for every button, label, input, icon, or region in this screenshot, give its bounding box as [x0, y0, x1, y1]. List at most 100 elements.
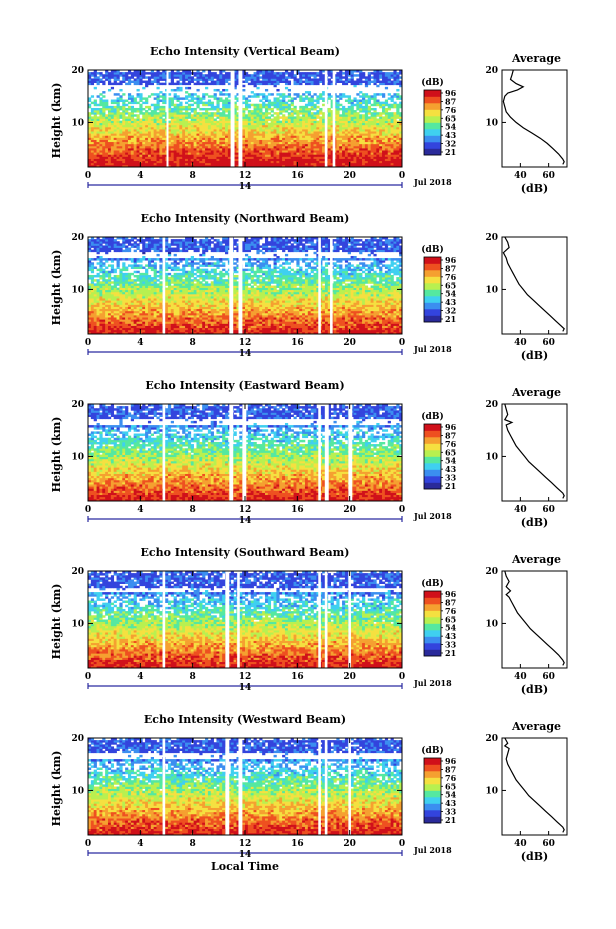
heatmap-cell: [299, 72, 303, 75]
heatmap-cell: [393, 82, 397, 86]
heatmap-cell: [110, 122, 115, 126]
heatmap-cell: [130, 154, 135, 157]
heatmap-cell: [213, 133, 217, 136]
heatmap-cell: [156, 143, 160, 147]
heatmap-cell: [150, 82, 154, 86]
heatmap-cell: [133, 154, 137, 157]
heatmap-cell: [93, 139, 97, 143]
heatmap-cell: [350, 323, 354, 326]
heatmap-cell: [270, 80, 274, 83]
heatmap-cell: [256, 93, 260, 96]
heatmap-cell: [113, 325, 117, 329]
heatmap-cell: [256, 156, 260, 159]
heatmap-cell: [193, 164, 197, 168]
heatmap-cell: [267, 80, 272, 83]
heatmap-cell: [322, 148, 326, 151]
heatmap-cell: [379, 101, 383, 105]
heatmap-cell: [353, 152, 357, 155]
heatmap-cell: [293, 133, 297, 136]
heatmap-cell: [88, 131, 92, 134]
heatmap-cell: [159, 164, 163, 168]
heatmap-cell: [264, 133, 269, 136]
heatmap-cell: [319, 164, 323, 168]
heatmap-cell: [350, 112, 354, 115]
heatmap-cell: [142, 327, 146, 331]
heatmap-cell: [302, 137, 306, 140]
heatmap-cell: [267, 103, 272, 107]
heatmap-cell: [319, 122, 323, 126]
heatmap-cell: [153, 162, 157, 166]
heatmap-cell: [330, 150, 334, 153]
heatmap-cell: [96, 135, 100, 138]
heatmap-cell: [287, 118, 292, 121]
heatmap-cell: [393, 93, 397, 96]
heatmap-cell: [170, 156, 174, 159]
heatmap-cell: [336, 143, 340, 147]
heatmap-cell: [282, 103, 286, 107]
heatmap-cell: [147, 325, 152, 329]
heatmap-cell: [187, 76, 192, 79]
heatmap-cell: [390, 133, 394, 136]
heatmap-cell: [313, 74, 317, 77]
heatmap-cell: [302, 105, 306, 109]
heatmap-cell: [222, 122, 226, 126]
heatmap-cell: [250, 160, 254, 164]
heatmap-cell: [390, 331, 394, 335]
heatmap-cell: [205, 114, 209, 117]
heatmap-cell: [119, 158, 123, 162]
heatmap-cell: [284, 143, 289, 147]
heatmap-cell: [370, 72, 374, 75]
heatmap-cell: [170, 70, 174, 73]
heatmap-cell: [253, 129, 257, 132]
colorbar-swatch: [424, 109, 441, 117]
heatmap-cell: [216, 120, 220, 124]
heatmap-cell: [276, 112, 280, 115]
heatmap-cell: [293, 112, 297, 115]
heatmap-cell: [88, 321, 92, 324]
heatmap-cell: [245, 105, 249, 109]
heatmap-cell: [293, 110, 297, 113]
heatmap-cell: [167, 120, 172, 124]
heatmap-cell: [353, 112, 357, 115]
heatmap-cell: [125, 107, 129, 111]
heatmap-cell: [125, 327, 129, 331]
heatmap-cell: [307, 143, 311, 147]
heatmap-cell: [170, 107, 174, 111]
heatmap-cell: [125, 319, 129, 322]
heatmap-cell: [322, 118, 326, 121]
heatmap-cell: [233, 97, 237, 100]
heatmap-cell: [276, 164, 280, 168]
heatmap-cell: [199, 99, 203, 102]
heatmap-cell: [107, 152, 112, 155]
heatmap-cell: [122, 325, 126, 329]
heatmap-cell: [210, 164, 214, 168]
heatmap-cell: [88, 145, 92, 149]
heatmap-cell: [122, 105, 126, 109]
heatmap-cell: [273, 122, 277, 126]
heatmap-cell: [276, 133, 280, 136]
heatmap-cell: [130, 110, 135, 113]
heatmap-cell: [93, 321, 97, 324]
heatmap-cell: [379, 133, 383, 136]
heatmap-cell: [270, 148, 274, 151]
heatmap-cell: [122, 143, 126, 147]
heatmap-cell: [327, 143, 331, 147]
heatmap-cell: [176, 105, 180, 109]
heatmap-cell: [264, 321, 269, 324]
heatmap-cell: [199, 120, 203, 124]
heatmap-cell: [236, 164, 240, 168]
heatmap-cell: [210, 148, 214, 151]
heatmap-cell: [327, 321, 331, 324]
heatmap-cell: [310, 97, 314, 100]
heatmap-cell: [367, 321, 371, 324]
heatmap-cell: [93, 76, 97, 79]
heatmap-cell: [139, 158, 143, 162]
heatmap-cell: [167, 107, 172, 111]
heatmap-cell: [327, 135, 331, 138]
heatmap-cell: [302, 135, 306, 138]
heatmap-cell: [205, 126, 209, 130]
heatmap-cell: [113, 154, 117, 157]
heatmap-cell: [299, 164, 303, 168]
heatmap-cell: [176, 162, 180, 166]
heatmap-cell: [90, 135, 95, 138]
